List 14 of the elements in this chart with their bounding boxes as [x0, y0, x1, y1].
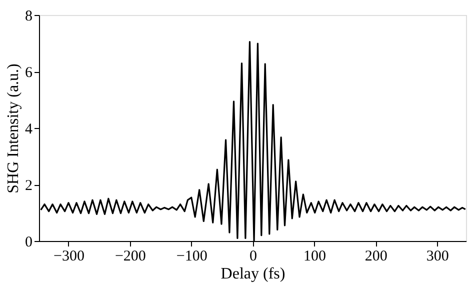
y-tick-label: 6 [25, 65, 33, 81]
x-tick-label: 200 [364, 248, 388, 264]
x-tick-label: −100 [176, 248, 208, 264]
x-tick-label: 100 [303, 248, 326, 264]
x-axis-title: Delay (fs) [220, 266, 286, 282]
y-tick-label: 4 [25, 122, 33, 138]
y-axis-title: SHG Intensity (a.u.) [5, 64, 22, 194]
x-tick-label: 300 [426, 248, 449, 264]
x-tick-label: 0 [250, 248, 258, 264]
y-tick-label: 2 [25, 178, 32, 194]
y-tick-label: 8 [25, 8, 32, 24]
y-tick-label: 0 [25, 234, 32, 250]
x-tick-label: −200 [114, 248, 146, 264]
x-tick-label: −300 [54, 248, 84, 264]
